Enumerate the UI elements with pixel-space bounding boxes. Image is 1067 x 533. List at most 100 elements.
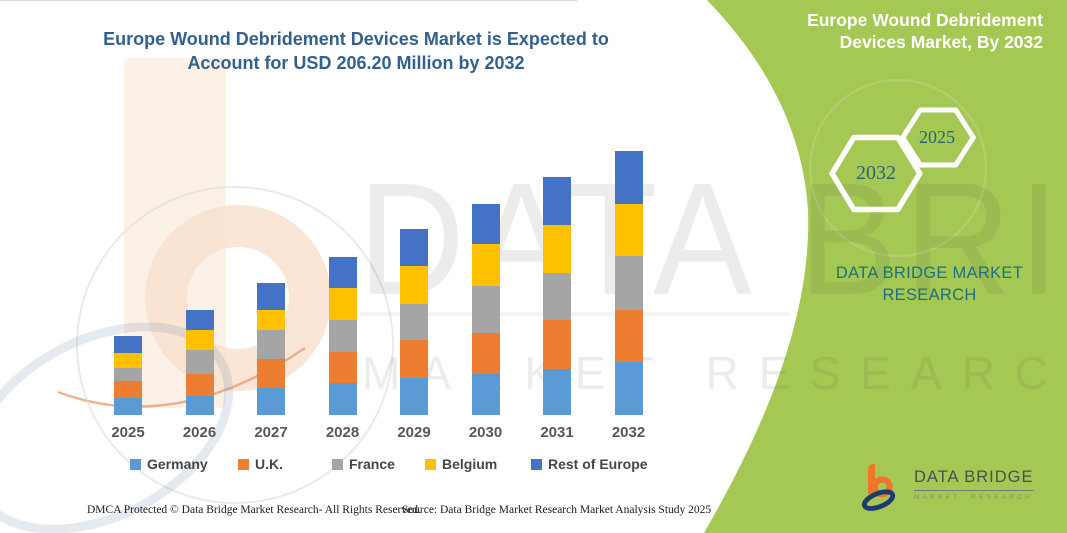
watermark-underline — [360, 312, 790, 316]
segment-germany-2027 — [257, 387, 285, 416]
company-logo: DATA BRIDGE MARKET RESEARCH — [860, 458, 1060, 514]
panel-heading-line1: Europe Wound Debridement — [807, 10, 1043, 30]
x-axis-label-2032: 2032 — [611, 424, 646, 441]
legend-item-belgium: Belgium — [425, 456, 497, 472]
segment-germany-2025 — [114, 397, 142, 415]
green-band-shape — [704, 0, 1067, 533]
legend-swatch-icon — [130, 458, 141, 470]
legend-label: France — [349, 456, 395, 472]
segment-u-k--2026 — [185, 373, 214, 396]
bar-2029 — [400, 229, 428, 415]
bar-2031 — [543, 176, 571, 415]
segment-belgium-2032 — [614, 203, 643, 257]
data-bridge-logo-icon — [861, 463, 896, 511]
segment-rest-of-europe-2031 — [543, 176, 571, 226]
segment-france-2025 — [114, 367, 142, 382]
panel-heading-line2: Devices Market, By 2032 — [839, 31, 1043, 52]
segment-france-2032 — [614, 256, 643, 311]
x-axis-label-2026: 2026 — [182, 424, 217, 441]
bar-2030 — [471, 203, 500, 415]
bar-2028 — [328, 256, 357, 415]
legend-item-rest-of-europe: Rest of Europe — [531, 456, 648, 472]
legend-swatch-icon — [531, 458, 542, 470]
segment-france-2028 — [328, 320, 357, 353]
x-axis-label-2031: 2031 — [540, 424, 574, 441]
segment-germany-2031 — [543, 368, 571, 415]
segment-belgium-2028 — [328, 288, 357, 321]
hexagon-2025-label: 2025 — [919, 127, 955, 147]
panel-heading: Europe Wound Debridement Devices Market,… — [713, 10, 1043, 54]
logo-text-block: DATA BRIDGE MARKET RESEARCH — [914, 468, 1034, 501]
x-axis-label-2030: 2030 — [468, 424, 503, 441]
watermark-navy-swoosh — [0, 322, 234, 533]
x-axis-label-2029: 2029 — [397, 424, 431, 441]
legend-swatch-icon — [332, 458, 343, 470]
watermark-gray-circle — [76, 186, 394, 504]
segment-rest-of-europe-2028 — [328, 256, 357, 289]
band-faint-circle — [808, 78, 988, 258]
legend-item-france: France — [332, 456, 395, 472]
segment-belgium-2027 — [257, 309, 285, 331]
legend-label: U.K. — [255, 456, 283, 472]
segment-rest-of-europe-2025 — [114, 336, 142, 353]
bar-2032 — [614, 150, 643, 415]
chart-title-line1: Europe Wound Debridement Devices Market … — [103, 29, 609, 49]
segment-germany-2028 — [328, 383, 357, 415]
chart-title-line2: Account for USD 206.20 Million by 2032 — [187, 53, 525, 74]
segment-belgium-2029 — [400, 266, 428, 304]
legend-item-u-k-: U.K. — [238, 456, 283, 472]
segment-rest-of-europe-2027 — [257, 283, 285, 310]
legend-label: Belgium — [442, 456, 498, 472]
segment-u-k--2031 — [543, 320, 571, 369]
x-axis-line — [0, 0, 577, 1]
segment-rest-of-europe-2026 — [185, 310, 214, 331]
segment-u-k--2029 — [400, 340, 428, 378]
segment-u-k--2032 — [614, 310, 643, 363]
segment-u-k--2025 — [114, 381, 142, 398]
segment-u-k--2028 — [328, 352, 357, 384]
segment-rest-of-europe-2030 — [471, 203, 500, 244]
legend-swatch-icon — [238, 458, 249, 470]
segment-germany-2030 — [471, 373, 500, 415]
legend-swatch-icon — [425, 458, 436, 470]
legend-label: Germany — [147, 456, 208, 472]
watermark-b-bowl — [145, 205, 331, 391]
segment-rest-of-europe-2029 — [400, 229, 428, 267]
segment-france-2031 — [543, 272, 571, 321]
brand-text-line2: RESEARCH — [882, 286, 977, 305]
x-axis-label-2028: 2028 — [325, 424, 360, 441]
logo-name: DATA BRIDGE — [914, 468, 1034, 491]
logo-swoosh — [861, 489, 896, 511]
legend-label: Rest of Europe — [548, 456, 648, 472]
segment-france-2027 — [257, 330, 285, 359]
hexagon-2032-label: 2032 — [856, 162, 896, 184]
segment-germany-2026 — [185, 395, 214, 416]
segment-germany-2032 — [614, 362, 643, 415]
legend-item-germany: Germany — [130, 456, 208, 472]
segment-france-2030 — [471, 286, 500, 333]
bar-2025 — [114, 336, 142, 415]
segment-belgium-2026 — [185, 330, 214, 350]
segment-rest-of-europe-2032 — [614, 150, 643, 204]
segment-france-2026 — [185, 349, 214, 374]
brand-text: DATA BRIDGE MARKET RESEARCH — [812, 262, 1047, 306]
x-axis-label-2027: 2027 — [254, 424, 288, 441]
segment-u-k--2027 — [257, 358, 285, 388]
footer-source-text: Source: Data Bridge Market Research Mark… — [402, 504, 712, 516]
bar-2026 — [185, 310, 214, 416]
segment-belgium-2025 — [114, 352, 142, 368]
segment-u-k--2030 — [471, 333, 500, 374]
segment-belgium-2030 — [471, 243, 500, 287]
segment-france-2029 — [400, 303, 428, 341]
segment-belgium-2031 — [543, 225, 571, 273]
logo-subtext: MARKET RESEARCH — [914, 494, 1033, 501]
segment-germany-2029 — [400, 377, 428, 415]
brand-text-line1: DATA BRIDGE MARKET — [835, 264, 1024, 282]
bar-2027 — [257, 283, 285, 416]
chart-title: Europe Wound Debridement Devices Market … — [96, 27, 616, 76]
x-axis-label-2025: 2025 — [111, 424, 145, 441]
